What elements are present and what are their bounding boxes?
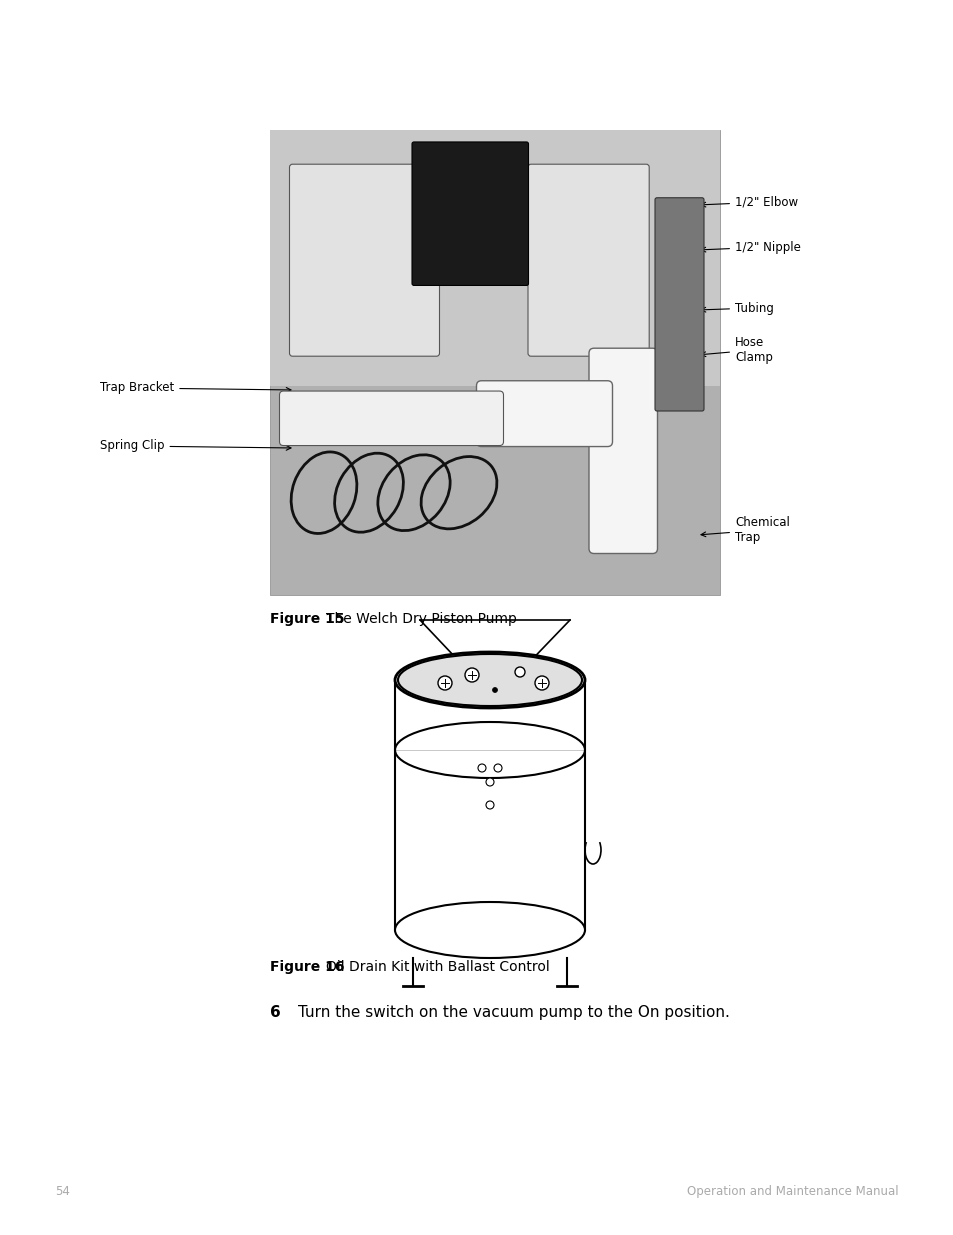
Circle shape xyxy=(492,688,497,693)
Text: 54: 54 xyxy=(55,1186,70,1198)
Circle shape xyxy=(494,764,501,772)
Circle shape xyxy=(485,778,494,785)
Text: Figure 16: Figure 16 xyxy=(270,960,344,974)
Circle shape xyxy=(485,802,494,809)
Circle shape xyxy=(515,667,524,677)
Text: Chemical
Trap: Chemical Trap xyxy=(700,516,789,543)
Circle shape xyxy=(477,764,485,772)
Text: Tubing: Tubing xyxy=(700,301,773,315)
FancyBboxPatch shape xyxy=(476,380,612,447)
Text: Turn the switch on the vacuum pump to the On position.: Turn the switch on the vacuum pump to th… xyxy=(297,1005,729,1020)
Text: Hose
Clamp: Hose Clamp xyxy=(700,336,772,364)
Text: 6: 6 xyxy=(270,1005,280,1020)
Text: Figure 15: Figure 15 xyxy=(270,613,344,626)
Text: Trap Bracket: Trap Bracket xyxy=(100,382,291,394)
Circle shape xyxy=(464,668,478,682)
FancyBboxPatch shape xyxy=(412,142,528,285)
Circle shape xyxy=(437,676,452,690)
FancyBboxPatch shape xyxy=(279,391,503,446)
Text: Oil Drain Kit with Ballast Control: Oil Drain Kit with Ballast Control xyxy=(326,960,549,974)
Text: 1/2" Nipple: 1/2" Nipple xyxy=(700,241,800,253)
Ellipse shape xyxy=(395,902,584,958)
Text: Spring Clip: Spring Clip xyxy=(100,440,291,452)
FancyBboxPatch shape xyxy=(588,348,657,553)
FancyBboxPatch shape xyxy=(289,164,439,356)
Ellipse shape xyxy=(395,652,584,708)
Text: 1/2" Elbow: 1/2" Elbow xyxy=(700,195,798,209)
Text: Operation and Maintenance Manual: Operation and Maintenance Manual xyxy=(687,1186,898,1198)
FancyBboxPatch shape xyxy=(655,198,703,411)
Bar xyxy=(270,130,720,385)
Circle shape xyxy=(535,676,548,690)
Text: The Welch Dry Piston Pump: The Welch Dry Piston Pump xyxy=(326,613,517,626)
Bar xyxy=(270,130,720,595)
FancyBboxPatch shape xyxy=(527,164,649,356)
